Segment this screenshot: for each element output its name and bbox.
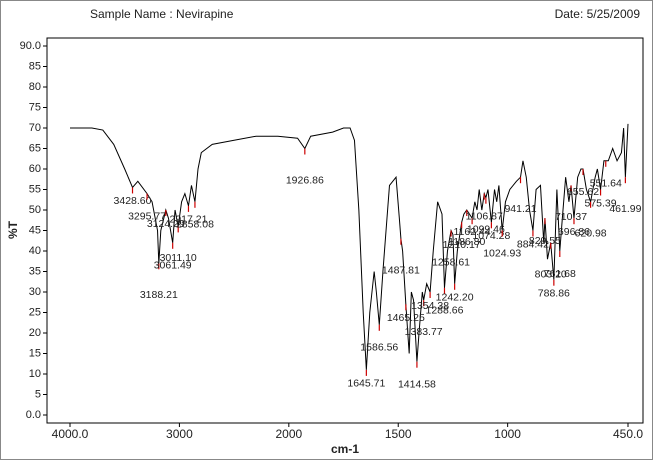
peak-label: 1414.58 xyxy=(398,378,436,390)
peak-label: 884.42 xyxy=(517,238,549,250)
y-tick-label: 65 xyxy=(29,142,41,154)
y-tick-label: 80 xyxy=(29,81,41,93)
peak-label: 3061.49 xyxy=(154,260,192,272)
x-tick-label: 3000 xyxy=(166,427,193,441)
peak-label: 1186.80 xyxy=(448,236,485,248)
peak-label: 1586.56 xyxy=(360,342,398,354)
y-tick-label: 40 xyxy=(29,245,41,257)
peak-label: 3011.10 xyxy=(160,252,197,264)
chart-title: Sample Name : Nevirapine xyxy=(90,7,234,21)
peak-label: 941.21 xyxy=(504,203,536,215)
peak-label: 3428.60 xyxy=(114,195,152,207)
peak-label: 1024.93 xyxy=(483,247,521,259)
peak-label: 461.99 xyxy=(609,203,641,215)
x-axis-label: cm-1 xyxy=(331,442,359,456)
peak-label: 761.68 xyxy=(544,268,576,280)
peak-label: 655.62 xyxy=(567,186,599,198)
peak-label: 1258.61 xyxy=(432,256,470,268)
peak-label: 1354.38 xyxy=(411,300,449,312)
y-tick-label: 0.0 xyxy=(26,409,41,421)
y-tick-label: 75 xyxy=(29,101,41,113)
y-tick-label: 35 xyxy=(29,265,41,277)
peak-label: 620.98 xyxy=(575,228,607,240)
y-tick-label: 55 xyxy=(29,183,41,195)
y-tick-label: 15 xyxy=(29,347,41,359)
x-tick-label: 1000 xyxy=(494,427,521,441)
peak-label: 1106.87 xyxy=(466,210,503,222)
peak-label: 1210.17 xyxy=(443,239,481,251)
peak-label: 829.55 xyxy=(529,235,561,247)
peak-label: 3188.21 xyxy=(140,289,178,301)
peak-label: 710.37 xyxy=(555,211,587,223)
y-tick-label: 90.0 xyxy=(20,40,41,52)
x-tick-label: 2000 xyxy=(275,427,302,441)
peak-label: 696.86 xyxy=(558,226,590,238)
y-tick-label: 25 xyxy=(29,306,41,318)
peak-label: 3295.77 xyxy=(128,210,166,222)
peak-label: 1487.81 xyxy=(382,264,420,276)
chart-subtitle: Date: 5/25/2009 xyxy=(555,7,641,21)
peak-label: 803.20 xyxy=(535,269,567,281)
peak-label: 1074.28 xyxy=(472,230,510,242)
x-tick-label: 4000.0 xyxy=(52,427,89,441)
peak-label: 3124.29 xyxy=(147,218,185,230)
y-tick-label: 45 xyxy=(29,224,41,236)
peak-label: 2858.08 xyxy=(176,219,214,231)
y-axis-label: %T xyxy=(6,220,20,239)
y-tick-label: 30 xyxy=(29,286,41,298)
spectrum-line xyxy=(70,123,629,370)
x-tick-label: 1500 xyxy=(385,427,412,441)
peak-label: 551.64 xyxy=(590,178,622,190)
peak-label: 1162.44 xyxy=(454,226,491,238)
y-tick-label: 50 xyxy=(29,204,41,216)
x-tick-label: 450.0 xyxy=(613,427,643,441)
peak-label: 1383.77 xyxy=(405,326,443,338)
y-tick-label: 60 xyxy=(29,163,41,175)
peak-label: 1242.20 xyxy=(436,292,474,304)
y-tick-label: 85 xyxy=(29,60,41,72)
y-tick-label: 10 xyxy=(29,368,41,380)
peak-label: 1288.66 xyxy=(425,305,463,317)
y-tick-label: 70 xyxy=(29,122,41,134)
peak-label: 788.86 xyxy=(538,287,570,299)
peak-label: 575.39 xyxy=(584,197,616,209)
peak-label: 1099.46 xyxy=(467,223,505,235)
peak-label: 1645.71 xyxy=(347,378,385,390)
y-tick-label: 20 xyxy=(29,327,41,339)
peak-label: 1465.25 xyxy=(387,312,425,324)
y-tick-label: 5 xyxy=(35,388,41,400)
peak-label: 1926.86 xyxy=(286,174,324,186)
peak-label: 2917.21 xyxy=(169,214,207,226)
